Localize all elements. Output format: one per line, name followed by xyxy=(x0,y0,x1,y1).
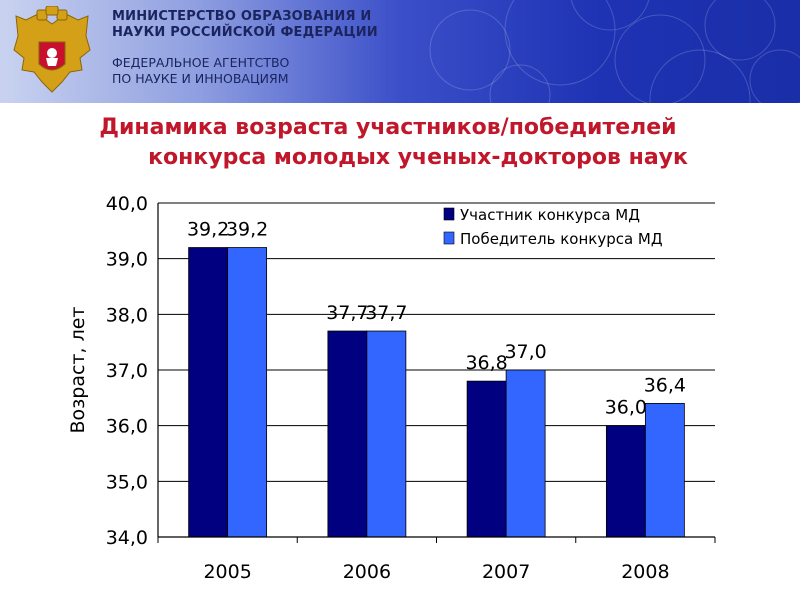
y-tick-label: 35,0 xyxy=(106,471,148,493)
x-tick-label: 2008 xyxy=(621,561,669,583)
x-tick-label: 2007 xyxy=(482,561,530,583)
coat-of-arms-eagle-icon xyxy=(13,6,91,93)
x-tick-label: 2005 xyxy=(203,561,251,583)
data-label: 36,0 xyxy=(605,397,647,419)
y-tick-label: 38,0 xyxy=(106,304,148,326)
data-label: 39,2 xyxy=(187,219,229,241)
bar xyxy=(366,330,407,538)
data-label: 37,7 xyxy=(326,302,368,324)
ministry-line-1: МИНИСТЕРСТВО ОБРАЗОВАНИЯ И xyxy=(112,9,372,24)
legend-label: Победитель конкурса МД xyxy=(460,230,663,248)
ministry-name: МИНИСТЕРСТВО ОБРАЗОВАНИЯ И НАУКИ РОССИЙС… xyxy=(112,9,378,41)
data-label: 36,8 xyxy=(465,352,507,374)
slide-title-line-2: конкурса молодых ученых-докторов наук xyxy=(148,145,688,170)
x-tick-label: 2006 xyxy=(343,561,391,583)
bar xyxy=(188,247,229,538)
bar xyxy=(327,330,368,538)
data-label: 39,2 xyxy=(226,219,268,241)
slide-title-line-1: Динамика возраста участников/победителей xyxy=(99,115,677,140)
bar xyxy=(505,369,546,538)
bar xyxy=(227,247,268,538)
bar xyxy=(466,380,507,538)
agency-line-2: ПО НАУКЕ И ИННОВАЦИЯМ xyxy=(112,71,289,86)
legend-label: Участник конкурса МД xyxy=(460,206,640,224)
data-label: 37,0 xyxy=(504,341,546,363)
data-label: 37,7 xyxy=(365,302,407,324)
y-axis-title: Возраст, лет xyxy=(67,307,89,434)
agency-line-1: ФЕДЕРАЛЬНОЕ АГЕНТСТВО xyxy=(112,55,290,70)
bar xyxy=(605,425,646,538)
y-tick-label: 37,0 xyxy=(106,360,148,382)
y-tick-label: 40,0 xyxy=(106,193,148,215)
banner-pattern xyxy=(429,0,800,103)
header-banner: МИНИСТЕРСТВО ОБРАЗОВАНИЯ И НАУКИ РОССИЙС… xyxy=(0,0,800,103)
bar xyxy=(644,402,685,538)
y-tick-label: 36,0 xyxy=(106,416,148,438)
legend-swatch xyxy=(443,231,455,245)
data-label: 36,4 xyxy=(644,374,686,396)
y-tick-label: 34,0 xyxy=(106,527,148,549)
ministry-line-2: НАУКИ РОССИЙСКОЙ ФЕДЕРАЦИИ xyxy=(112,25,378,40)
y-tick-label: 39,0 xyxy=(106,249,148,271)
legend-swatch xyxy=(443,207,455,221)
agency-name: ФЕДЕРАЛЬНОЕ АГЕНТСТВО ПО НАУКЕ И ИННОВАЦ… xyxy=(112,55,289,87)
